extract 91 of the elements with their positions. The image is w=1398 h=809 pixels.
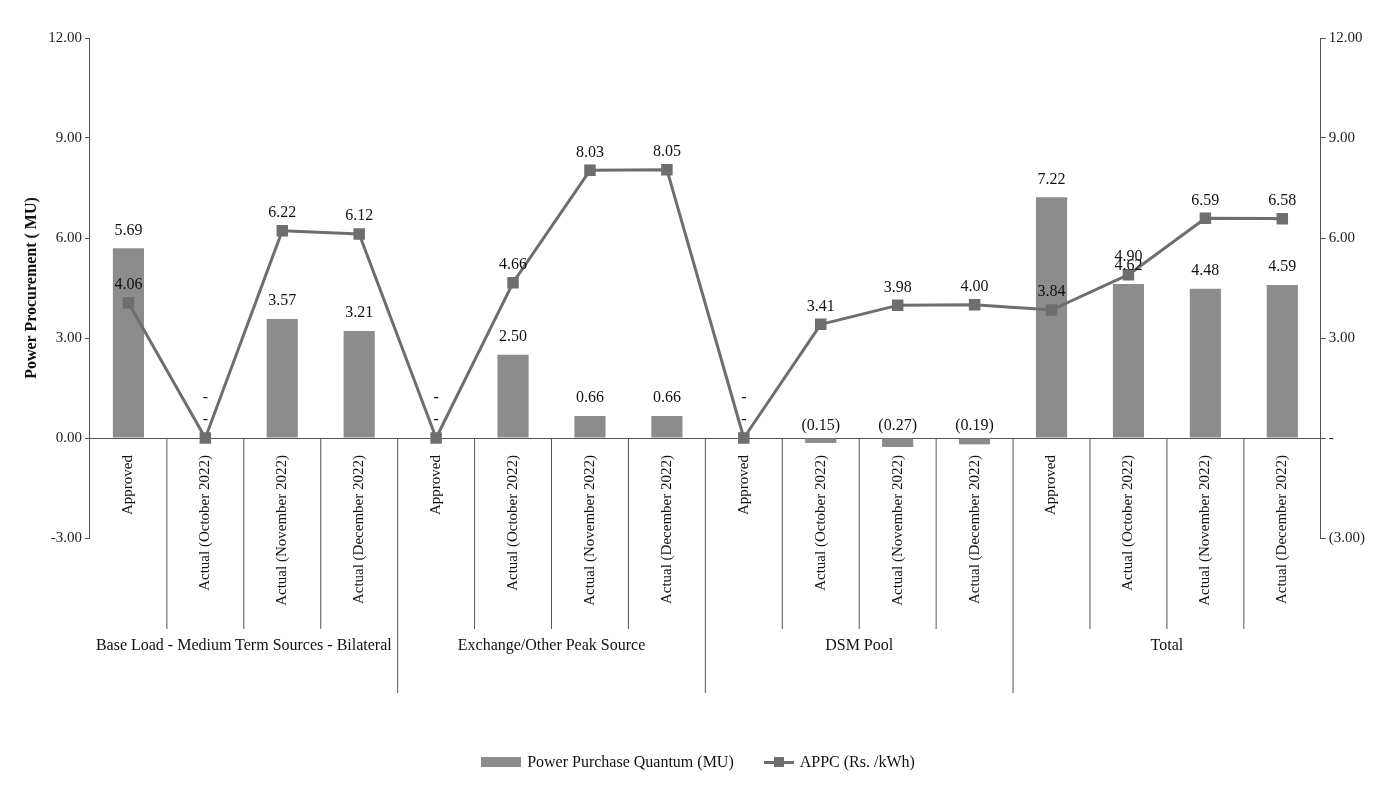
point bbox=[815, 318, 827, 331]
data-label: 3.21 bbox=[345, 303, 374, 321]
data-label: 0.66 bbox=[575, 388, 604, 406]
legend-label: Power Purchase Quantum (MU) bbox=[527, 753, 734, 771]
data-label: 8.05 bbox=[652, 141, 681, 159]
point bbox=[353, 228, 365, 240]
x-tick-label: Actual (December 2022) bbox=[657, 455, 675, 605]
y2-tick-label: 9.00 bbox=[1328, 128, 1356, 145]
x-tick-label: Actual (December 2022) bbox=[965, 455, 983, 605]
data-label: 5.69 bbox=[114, 220, 143, 238]
data-label: 6.12 bbox=[345, 206, 374, 224]
bar bbox=[651, 416, 683, 438]
y2-tick-label: (3.00) bbox=[1328, 528, 1366, 546]
data-label: (0.27) bbox=[878, 416, 917, 435]
point bbox=[584, 164, 596, 177]
data-label: 7.22 bbox=[1037, 169, 1066, 187]
data-label: 4.66 bbox=[499, 254, 528, 272]
x-tick-label: Actual (November 2022) bbox=[273, 455, 291, 606]
data-label: 2.50 bbox=[499, 326, 528, 344]
x-tick-label: Actual (October 2022) bbox=[503, 455, 521, 591]
point bbox=[199, 432, 212, 444]
data-label: 6.59 bbox=[1191, 190, 1220, 208]
point bbox=[1199, 212, 1212, 225]
text: Exchange/Other Peak Source bbox=[457, 636, 646, 655]
data-label: - bbox=[202, 388, 208, 406]
legend-label: APPC (Rs. /kWh) bbox=[799, 753, 915, 771]
y-axis-title: Power Procurement ( MU) bbox=[21, 197, 40, 379]
data-label: - bbox=[202, 410, 208, 428]
text: Base Load - Medium Term Sources - Bilateral bbox=[95, 636, 393, 654]
y-tick-label: 6.00 bbox=[55, 228, 82, 245]
bar bbox=[1266, 285, 1298, 438]
data-label: - bbox=[741, 410, 747, 428]
text: DSM Pool bbox=[825, 636, 894, 654]
x-tick-label: Actual (December 2022) bbox=[350, 455, 368, 605]
data-label: 3.41 bbox=[806, 296, 835, 314]
data-label: - bbox=[433, 410, 439, 428]
y2-tick-label: 3.00 bbox=[1328, 328, 1356, 345]
point bbox=[661, 163, 673, 176]
data-label: 4.59 bbox=[1268, 257, 1297, 275]
y2-tick-label: 12.00 bbox=[1328, 28, 1363, 45]
bar bbox=[266, 319, 298, 438]
data-label: 8.03 bbox=[575, 142, 604, 160]
bar bbox=[882, 438, 914, 447]
bar bbox=[1112, 284, 1145, 438]
data-label: 4.48 bbox=[1191, 260, 1220, 278]
bar bbox=[497, 354, 529, 438]
y-tick-label: 3.00 bbox=[55, 328, 82, 345]
y-tick-label: -3.00 bbox=[50, 528, 82, 545]
x-tick-label: Actual (October 2022) bbox=[1119, 455, 1137, 591]
x-tick-label: Actual (October 2022) bbox=[196, 455, 214, 591]
data-label: 0.66 bbox=[652, 388, 681, 406]
x-tick-label: Actual (November 2022) bbox=[888, 455, 906, 606]
y-tick-label: 9.00 bbox=[55, 128, 82, 145]
data-label: 6.22 bbox=[268, 202, 297, 220]
point bbox=[968, 298, 981, 311]
y2-tick-label: 6.00 bbox=[1328, 228, 1356, 245]
data-label: 3.98 bbox=[883, 277, 912, 295]
data-label: (0.15) bbox=[801, 416, 841, 435]
point bbox=[891, 299, 904, 312]
y2-tick-label: - bbox=[1328, 428, 1334, 445]
x-tick-label: Approved bbox=[1042, 454, 1059, 515]
x-tick-label: Actual (November 2022) bbox=[1196, 455, 1214, 606]
data-label: - bbox=[433, 388, 439, 406]
x-tick-label: Actual (November 2022) bbox=[580, 455, 598, 606]
data-label: 3.57 bbox=[268, 291, 297, 309]
data-label: 6.58 bbox=[1268, 190, 1297, 208]
data-label: - bbox=[741, 388, 747, 406]
x-tick-label: Approved bbox=[427, 454, 444, 515]
bar bbox=[1035, 197, 1068, 438]
bar bbox=[1189, 288, 1221, 438]
data-label: 3.84 bbox=[1037, 282, 1066, 300]
point bbox=[1045, 304, 1058, 316]
point bbox=[507, 276, 519, 289]
x-tick-label: Actual (October 2022) bbox=[811, 455, 829, 591]
bar bbox=[574, 416, 606, 438]
point bbox=[738, 432, 750, 444]
data-label: 4.00 bbox=[960, 276, 989, 294]
x-tick-label: Approved bbox=[119, 454, 136, 515]
bar bbox=[112, 248, 144, 438]
bar bbox=[343, 331, 375, 438]
data-label: 4.06 bbox=[114, 274, 143, 292]
point bbox=[276, 224, 289, 237]
x-tick-label: Actual (December 2022) bbox=[1273, 455, 1291, 605]
data-label: (0.19) bbox=[955, 416, 994, 435]
text: Total bbox=[1150, 636, 1184, 654]
point bbox=[430, 432, 442, 444]
y-tick-label: 0.00 bbox=[55, 428, 82, 445]
point bbox=[1276, 212, 1289, 225]
x-tick-label: Approved bbox=[734, 454, 751, 515]
y-tick-label: 12.00 bbox=[48, 28, 82, 45]
point bbox=[122, 296, 135, 309]
